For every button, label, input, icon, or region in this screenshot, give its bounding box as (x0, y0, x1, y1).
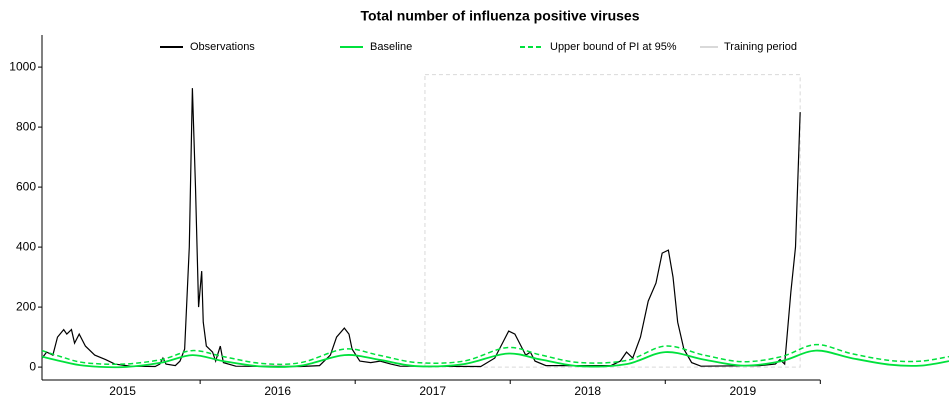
training-period (424, 74, 801, 368)
legend: Observations Baseline Upper bound of PI at… (160, 41, 797, 53)
x-tick-label: 2015 (109, 384, 136, 398)
y-tick-label: 200 (16, 299, 36, 313)
x-tick-label: 2016 (264, 384, 291, 398)
y-tick-label: 600 (16, 179, 36, 193)
legend-label: Upper bound of PI at 95% (550, 41, 677, 53)
legend-label: Training period (724, 41, 797, 53)
series-line (41, 88, 801, 368)
y-tick-label: 1000 (9, 59, 36, 73)
x-tick-label: 2017 (419, 384, 446, 398)
x-tick-label: 2019 (729, 384, 756, 398)
legend-label: Baseline (370, 41, 412, 53)
legend-label: Observations (190, 41, 255, 53)
y-tick-label: 0 (29, 359, 36, 373)
chart-title: Total number of influenza positive virus… (360, 8, 639, 24)
series-line (41, 349, 949, 369)
y-tick-label: 800 (16, 119, 36, 133)
x-tick-label: 2018 (574, 384, 601, 398)
series-line (41, 343, 949, 366)
y-tick-label: 400 (16, 239, 36, 253)
